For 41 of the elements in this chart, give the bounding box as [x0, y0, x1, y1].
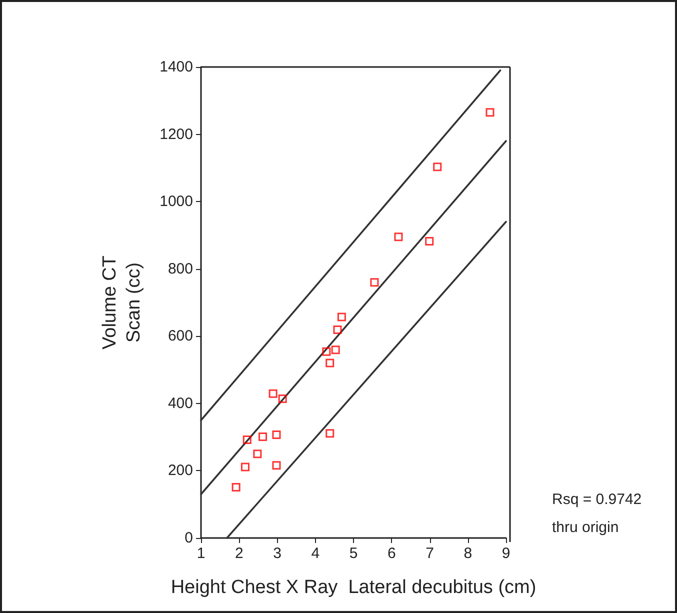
y-tick-label: 200 [168, 462, 193, 480]
point [326, 358, 334, 368]
point [240, 462, 250, 472]
text: thru origin [552, 519, 619, 536]
x-tick-label: 3 [273, 545, 282, 562]
point [331, 346, 340, 354]
x-tick-label: 2 [234, 545, 244, 562]
text: Rsq = 0.9742 [552, 491, 642, 508]
x-tick-label: 4 [311, 545, 320, 562]
y-tick-label: 400 [168, 394, 193, 412]
point [425, 237, 434, 246]
point [253, 450, 262, 458]
point [337, 312, 346, 322]
y-tick-label: 1000 [160, 193, 193, 210]
x-tick-label: 9 [502, 545, 510, 562]
y-tick-label: 800 [168, 260, 193, 278]
point [278, 394, 287, 403]
x-tick-label: 1 [196, 545, 206, 562]
x-tick-label: 6 [387, 545, 396, 562]
point [333, 326, 342, 334]
y-tick-label: 600 [168, 328, 193, 345]
point [272, 430, 281, 439]
x-tick-label: 7 [426, 545, 434, 562]
x-tick-label: 5 [349, 545, 358, 562]
y-axis-title: Volume CT Scan (cc) [100, 255, 144, 350]
point [258, 432, 268, 441]
point [370, 278, 379, 287]
y-tick-label: 0 [184, 530, 193, 546]
x-axis-title: Height Chest X Ray Lateral decubitus (cm) [170, 577, 536, 598]
y-tick-label: 1400 [160, 58, 193, 76]
point [433, 162, 442, 172]
y-tick-label: 1200 [160, 126, 193, 143]
point [268, 389, 278, 398]
point [322, 347, 331, 356]
point [326, 429, 334, 438]
point [272, 461, 281, 470]
x-tick-label: 8 [464, 545, 472, 562]
point [232, 482, 240, 492]
point [486, 108, 494, 117]
point [242, 436, 252, 444]
point [394, 232, 403, 242]
